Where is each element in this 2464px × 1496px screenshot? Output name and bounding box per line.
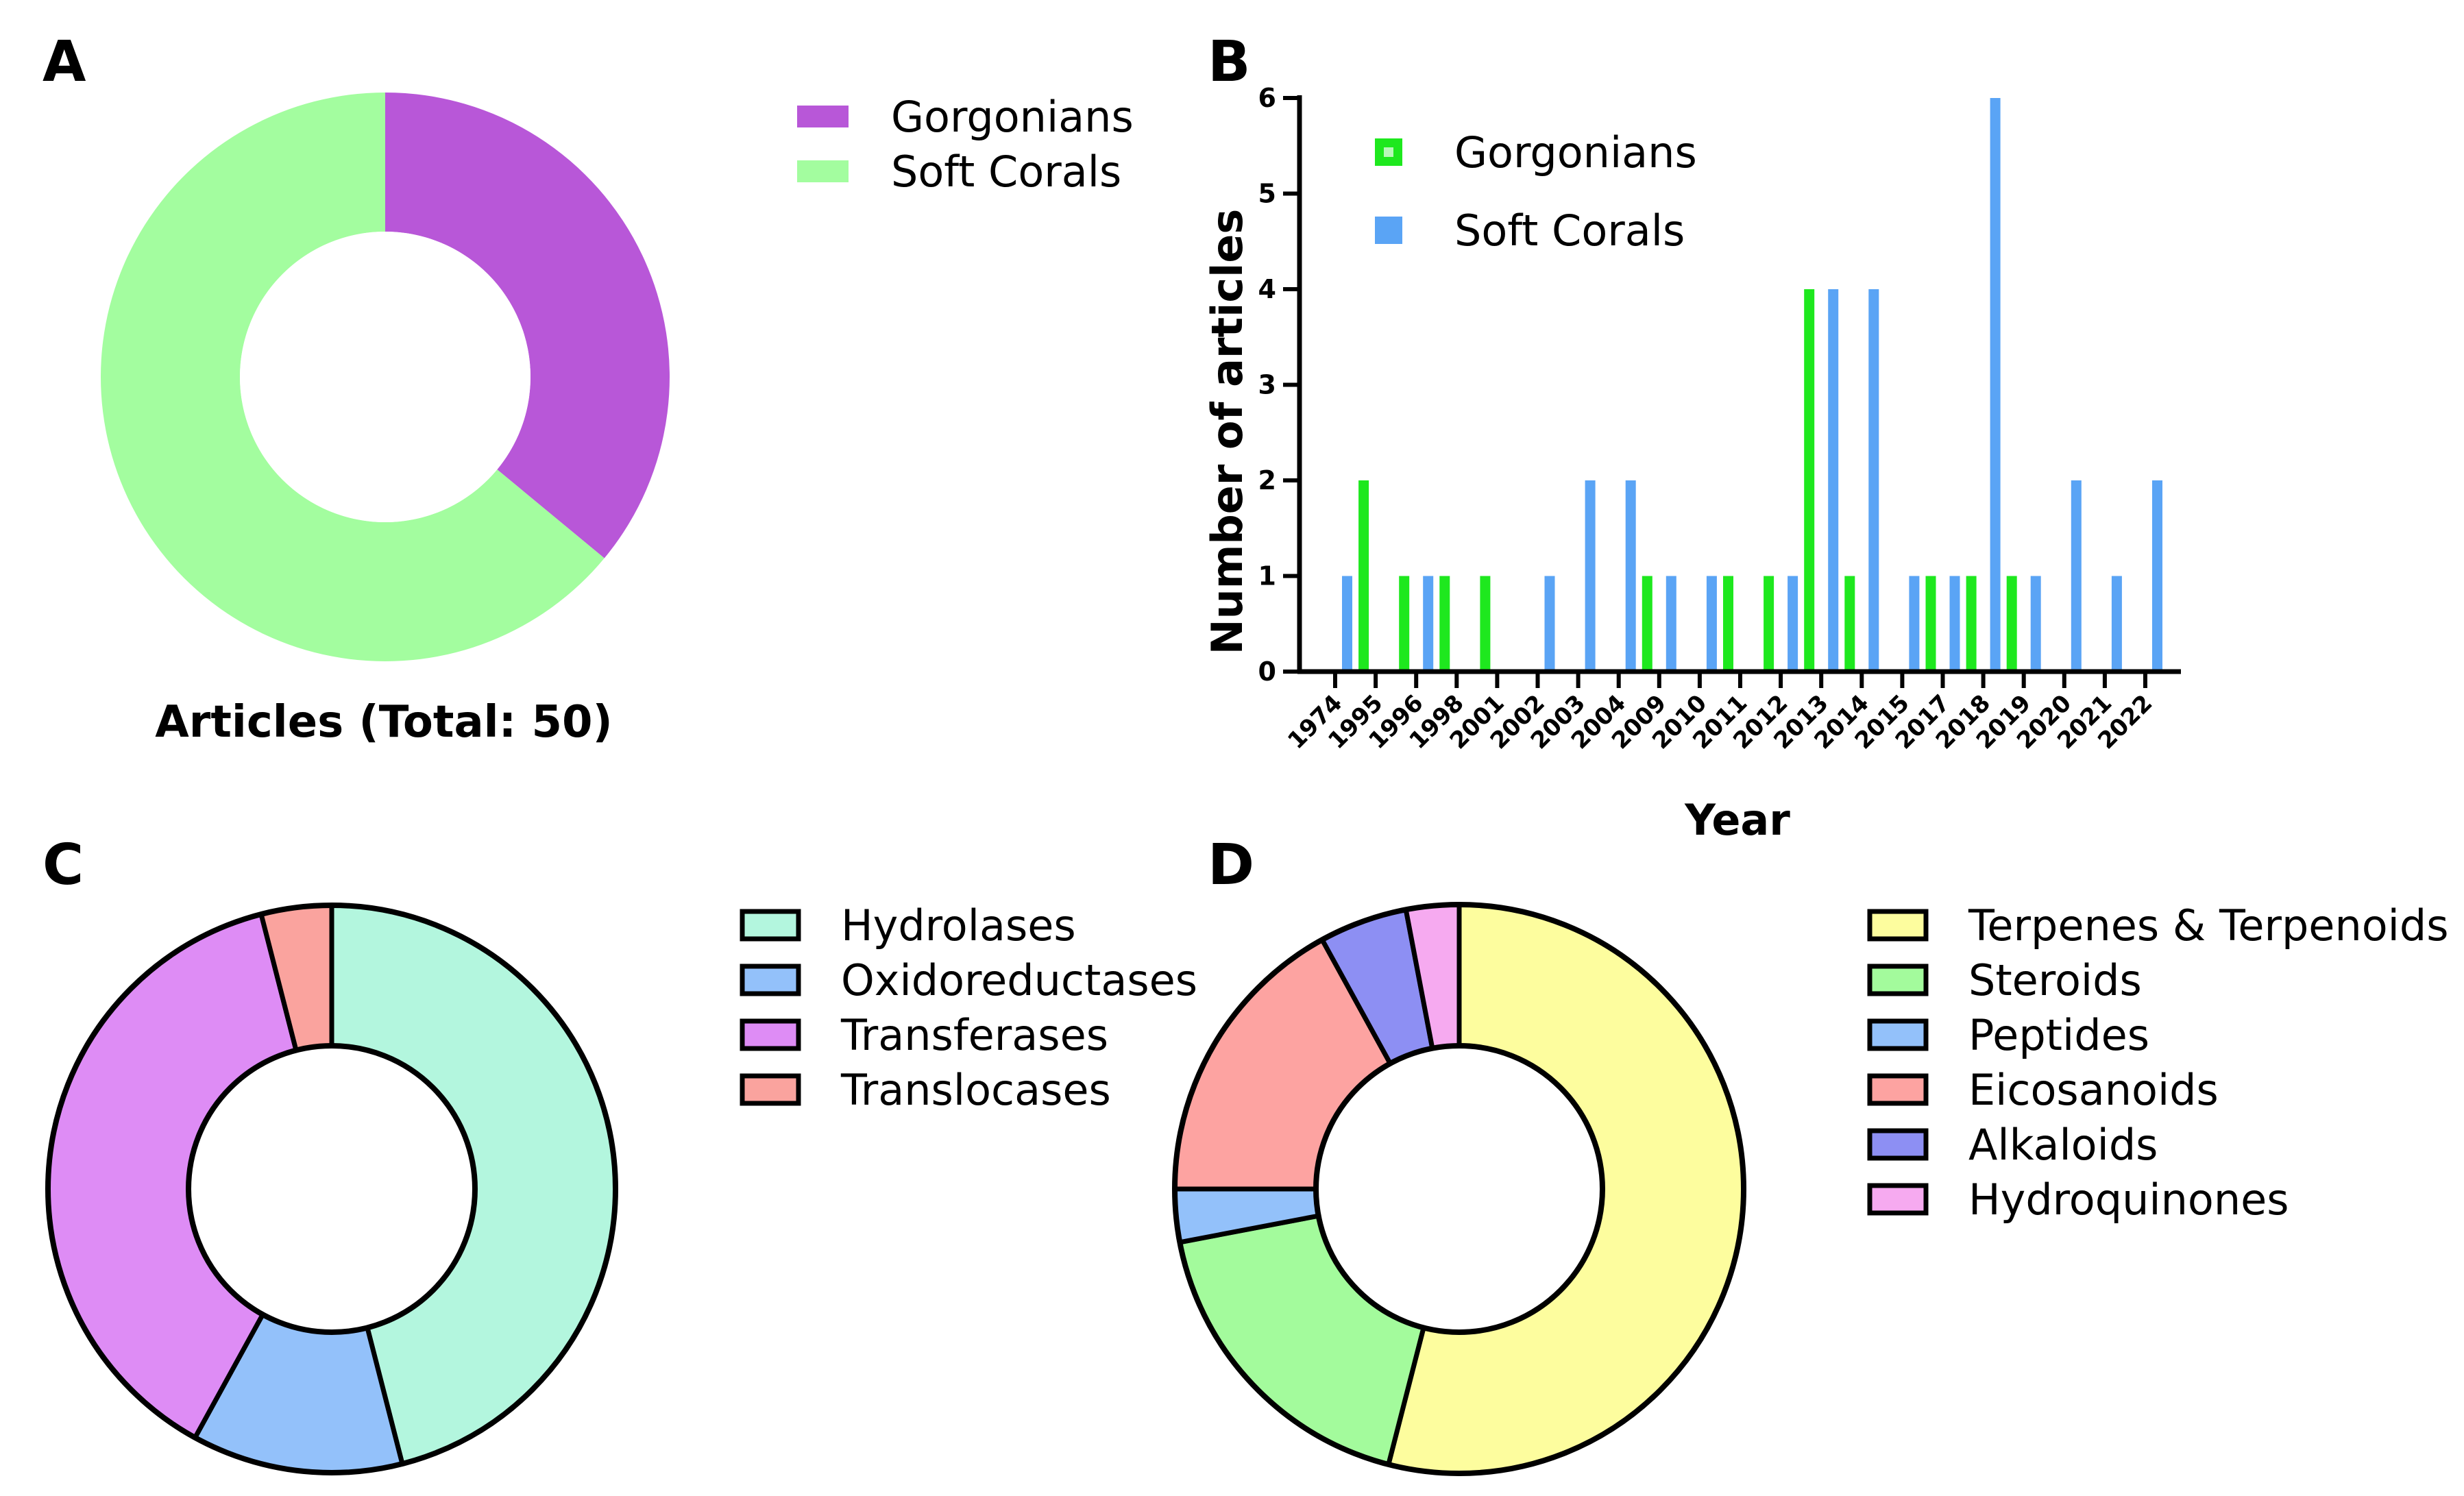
legend-swatch-soft-corals bbox=[797, 160, 849, 182]
legend-label-transferases: Transferases bbox=[840, 1010, 1108, 1060]
legend-label-hydroquinones: Hydroquinones bbox=[1968, 1175, 2289, 1225]
bar-gorgonians-2013 bbox=[1804, 289, 1815, 672]
legend-c: HydrolasesOxidoreductasesTransferasesTra… bbox=[740, 900, 1197, 1115]
legend-swatch-oxidoreductases bbox=[740, 964, 801, 996]
donut-chart-a bbox=[101, 93, 670, 661]
bar-soft-corals-2022 bbox=[2152, 480, 2162, 672]
bar-soft-corals-2012 bbox=[1788, 576, 1798, 672]
legend-label-alkaloids: Alkaloids bbox=[1968, 1120, 2158, 1170]
bar-soft-corals-1996 bbox=[1423, 576, 1434, 672]
bar-soft-corals-2018 bbox=[1990, 98, 2001, 672]
legend-swatch-steroids bbox=[1867, 964, 1929, 996]
legend-swatch-terpenes-terpenoids bbox=[1867, 909, 1929, 942]
bar-gorgonians-2017 bbox=[1925, 576, 1936, 672]
legend-d: Terpenes & TerpenoidsSteroidsPeptidesEic… bbox=[1867, 900, 2449, 1225]
donut-hole bbox=[240, 232, 530, 522]
panel-letter-d: D bbox=[1208, 833, 1254, 898]
legend-label-terpenes-terpenoids: Terpenes & Terpenoids bbox=[1968, 900, 2449, 951]
bar-soft-corals-2019 bbox=[2030, 576, 2041, 672]
bar-soft-corals-2002 bbox=[1544, 576, 1555, 672]
legend-label-soft-corals: Soft Corals bbox=[1454, 206, 1685, 256]
legend-swatch-hydrolases bbox=[740, 909, 801, 942]
bar-gorgonians-2001 bbox=[1480, 576, 1491, 672]
donut-hole bbox=[186, 1043, 478, 1335]
donut-outer-ring bbox=[1172, 902, 1746, 1476]
bar-gorgonians-2009 bbox=[1642, 576, 1652, 672]
y-axis-label: Number of articles bbox=[1202, 209, 1252, 655]
donut-outer-ring bbox=[45, 903, 618, 1475]
legend-label-oxidoreductases: Oxidoreductases bbox=[841, 955, 1197, 1005]
slice-gorgonians bbox=[385, 93, 670, 559]
legend-label-translocases: Translocases bbox=[840, 1065, 1111, 1115]
panel-letter-c: C bbox=[42, 833, 84, 898]
y-tick-label-3: 3 bbox=[1258, 370, 1276, 400]
bar-soft-corals-2015 bbox=[1909, 576, 1920, 672]
bar-gorgonians-2014 bbox=[1844, 576, 1855, 672]
legend-label-soft-corals: Soft Corals bbox=[891, 147, 1121, 197]
bar-soft-corals-1974 bbox=[1342, 576, 1352, 672]
y-tick-label-6: 6 bbox=[1258, 83, 1276, 113]
panel-letter-a: A bbox=[42, 29, 86, 95]
legend-swatch-soft-corals bbox=[1375, 217, 1402, 244]
panel-b: B 01234561974199519961998200120022003200… bbox=[1202, 29, 2181, 845]
y-tick-label-5: 5 bbox=[1258, 179, 1276, 209]
bar-soft-corals-2014 bbox=[1868, 289, 1879, 672]
legend-label-hydrolases: Hydrolases bbox=[841, 900, 1076, 951]
y-tick-label-2: 2 bbox=[1258, 465, 1276, 495]
legend-label-eicosanoids: Eicosanoids bbox=[1968, 1065, 2219, 1115]
legend-swatch-alkaloids bbox=[1867, 1128, 1929, 1161]
legend-label-gorgonians: Gorgonians bbox=[891, 92, 1134, 142]
bar-soft-corals-2004 bbox=[1625, 480, 1636, 672]
bar-soft-corals-2013 bbox=[1828, 289, 1839, 672]
bar-soft-corals-2017 bbox=[1949, 576, 1960, 672]
bar-gorgonians-1998 bbox=[1439, 576, 1450, 672]
y-tick-label-1: 1 bbox=[1258, 561, 1276, 591]
legend-swatch-peptides bbox=[1867, 1018, 1929, 1051]
x-axis-label: Year bbox=[1684, 795, 1790, 845]
donut-hole bbox=[1313, 1043, 1605, 1335]
legend-swatch-gorgonians bbox=[797, 106, 849, 127]
bar-soft-corals-2009 bbox=[1666, 576, 1676, 672]
panel-d: D Terpenes & TerpenoidsSteroidsPeptidesE… bbox=[1172, 833, 2449, 1476]
legend-swatch-translocases bbox=[740, 1073, 801, 1106]
bar-chart-b: 0123456197419951996199820012002200320042… bbox=[1258, 83, 2181, 755]
bar-gorgonians-1996 bbox=[1399, 576, 1410, 672]
bar-soft-corals-2021 bbox=[2111, 576, 2122, 672]
panel-c: C HydrolasesOxidoreductasesTransferasesT… bbox=[42, 833, 1197, 1475]
bar-gorgonians-2018 bbox=[1966, 576, 1977, 672]
bar-gorgonians-2012 bbox=[1764, 576, 1774, 672]
chart-a-title: Articles (Total: 50) bbox=[155, 697, 613, 748]
legend-label-gorgonians: Gorgonians bbox=[1454, 127, 1697, 177]
bar-soft-corals-2003 bbox=[1585, 480, 1596, 672]
slice-soft-corals bbox=[101, 93, 605, 661]
y-tick-label-0: 0 bbox=[1258, 657, 1276, 687]
bar-gorgonians-2019 bbox=[2006, 576, 2017, 672]
bar-gorgonians-1995 bbox=[1358, 480, 1369, 672]
legend-swatch-inner bbox=[1384, 147, 1393, 157]
legend-b: Gorgonians Soft Corals bbox=[1375, 127, 1697, 256]
panel-letter-b: B bbox=[1208, 29, 1251, 95]
bar-soft-corals-2010 bbox=[1706, 576, 1717, 672]
y-tick-label-4: 4 bbox=[1258, 274, 1276, 304]
legend-label-peptides: Peptides bbox=[1968, 1010, 2149, 1060]
legend-swatch-eicosanoids bbox=[1867, 1073, 1929, 1106]
legend-label-steroids: Steroids bbox=[1968, 955, 2142, 1005]
legend-swatch-transferases bbox=[740, 1018, 801, 1051]
bar-soft-corals-2020 bbox=[2071, 480, 2082, 672]
donut-chart-c bbox=[45, 903, 618, 1475]
donut-chart-d bbox=[1172, 902, 1746, 1476]
legend-swatch-hydroquinones bbox=[1867, 1183, 1929, 1216]
bar-gorgonians-2011 bbox=[1723, 576, 1733, 672]
